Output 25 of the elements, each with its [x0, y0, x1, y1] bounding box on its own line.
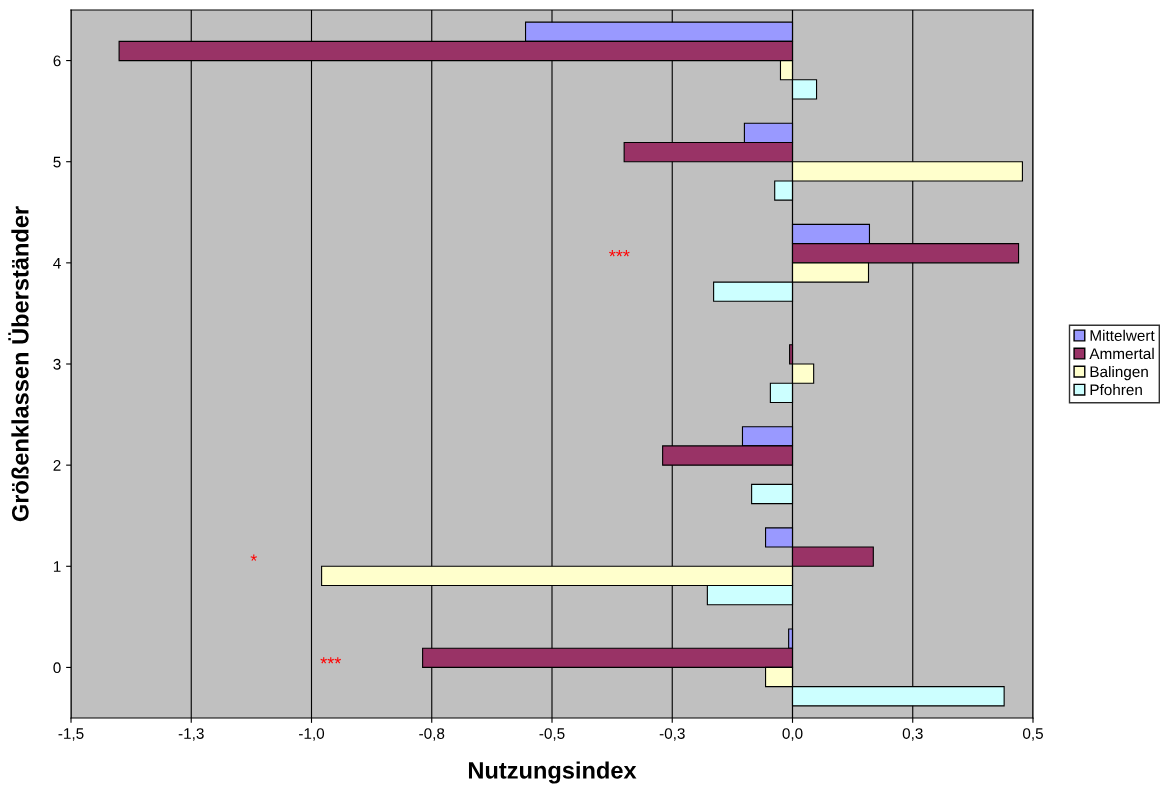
annotation: *** — [320, 657, 341, 664]
x-tick-label: -1,3 — [178, 728, 204, 741]
x-tick-label: -0,5 — [539, 728, 565, 741]
y-tick-label: 6 — [53, 55, 61, 67]
x-tick-label: 0,0 — [782, 728, 803, 741]
y-tick-label: 0 — [53, 662, 61, 674]
x-tick-label: -1,5 — [58, 728, 84, 741]
y-tick-label: 2 — [53, 460, 61, 471]
legend-label: Pfohren — [1090, 383, 1142, 396]
x-tick-label: -0,8 — [419, 728, 445, 741]
y-tick-label: 3 — [53, 358, 61, 370]
y-tick-label: 1 — [53, 561, 61, 572]
annotation: *** — [609, 250, 630, 257]
legend-label: Mittelwert — [1090, 329, 1155, 342]
y-tick-label: 5 — [53, 156, 61, 168]
legend-label: Ammertal — [1089, 347, 1154, 360]
annotation: * — [250, 554, 258, 561]
x-tick-label: 0,5 — [1022, 728, 1043, 741]
x-tick-label: -1,0 — [299, 728, 325, 741]
x-tick-label: -0,3 — [659, 728, 685, 741]
legend-label: Balingen — [1090, 365, 1148, 381]
x-tick-label: 0,3 — [902, 728, 923, 741]
y-axis-title: Größenklassen Überständer — [8, 206, 29, 522]
x-axis-title: Nutzungsindex — [468, 761, 637, 784]
y-tick-label: 4 — [53, 257, 61, 269]
